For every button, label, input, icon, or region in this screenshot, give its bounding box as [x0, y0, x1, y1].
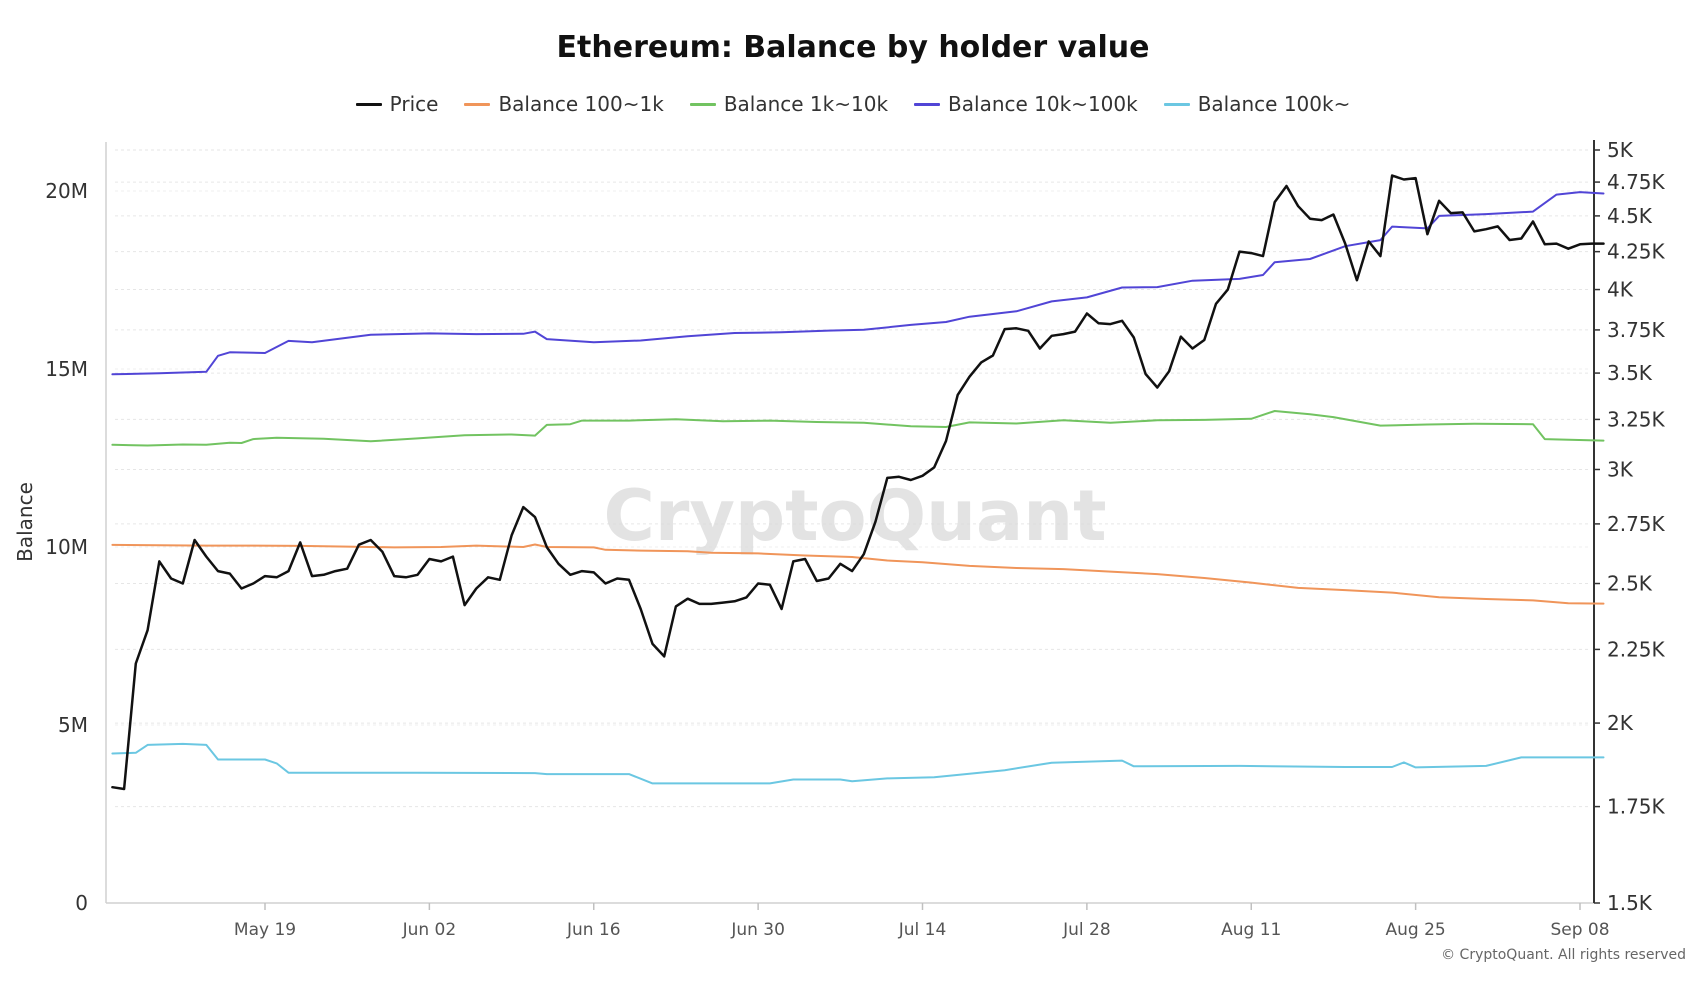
legend-item-balance-100-1k[interactable]: Balance 100~1k: [464, 92, 664, 116]
y-left-tick-label: 0: [75, 891, 88, 915]
legend-item-price[interactable]: Price: [355, 92, 439, 116]
y-left-tick-label: 10M: [45, 535, 88, 559]
y-right-tick-label: 3K: [1607, 457, 1634, 481]
y-right-tick-label: 4.5K: [1607, 204, 1653, 228]
legend-swatch: [464, 102, 491, 106]
watermark: CryptoQuant: [603, 475, 1106, 557]
copyright-notice: © CryptoQuant. All rights reserved: [1441, 947, 1686, 963]
y-left-tick-label: 5M: [58, 713, 88, 737]
x-tick-label: Jun 02: [402, 920, 457, 940]
legend-label: Balance 100~1k: [498, 92, 664, 116]
y-left-tick-label: 20M: [45, 179, 88, 203]
legend-swatch: [1163, 102, 1190, 106]
legend-label: Balance 10k~100k: [948, 92, 1138, 116]
y-right-tick-label: 2.25K: [1607, 637, 1666, 661]
y-axis-label: Balance: [13, 482, 37, 562]
y-right-tick-label: 1.75K: [1607, 795, 1666, 819]
x-tick-label: Aug 25: [1386, 920, 1446, 940]
y-right-tick-label: 2.75K: [1607, 512, 1666, 536]
y-right-tick-label: 4.75K: [1607, 170, 1666, 194]
legend-swatch: [355, 102, 382, 106]
y-right-tick-label: 4K: [1607, 278, 1634, 302]
x-tick-label: May 19: [234, 920, 296, 940]
y-left-tick-label: 15M: [45, 357, 88, 381]
series-line-balance-10k-100k: [111, 191, 1605, 376]
y-right-tick-label: 1.5K: [1607, 891, 1653, 915]
legend-swatch: [914, 102, 941, 106]
y-right-tick-label: 2.5K: [1607, 572, 1653, 596]
axis-layer: 0 5M 10M 15M 20M 1.5K 1.75K 2K 2.25K 2.5K 2.75K 3K 3…: [13, 138, 1666, 940]
legend-item-balance-10k-100k[interactable]: Balance 10k~100k: [914, 92, 1138, 116]
series-line-balance-100k: [111, 742, 1605, 785]
x-tick-label: Aug 11: [1221, 920, 1281, 940]
x-tick-label: Jun 16: [566, 920, 621, 940]
series-line-balance-1k-10k: [111, 410, 1605, 447]
chart-title: Ethereum: Balance by holder value: [556, 30, 1150, 65]
legend-label: Price: [389, 92, 439, 116]
legend-label: Balance 1k~10k: [723, 92, 889, 116]
legend-item-balance-1k-10k[interactable]: Balance 1k~10k: [689, 92, 889, 116]
y-right-tick-label: 3.75K: [1607, 318, 1666, 342]
y-right-tick-label: 3.5K: [1607, 361, 1653, 385]
y-right-tick-label: 3.25K: [1607, 407, 1666, 431]
chart-legend: Price Balance 100~1k Balance 1k~10k Balance…: [0, 92, 1706, 116]
x-tick-label: Jul 14: [898, 920, 947, 940]
legend-swatch: [689, 102, 716, 106]
legend-item-balance-100k[interactable]: Balance 100k~: [1163, 92, 1351, 116]
series-line-balance-100-1k: [111, 543, 1605, 605]
series-line-price: [111, 174, 1605, 791]
legend-label: Balance 100k~: [1197, 92, 1351, 116]
y-right-tick-label: 5K: [1607, 138, 1634, 162]
x-tick-label: Sep 08: [1550, 920, 1609, 940]
x-tick-label: Jul 28: [1062, 920, 1111, 940]
series-layer: [111, 174, 1605, 791]
y-right-tick-label: 2K: [1607, 711, 1634, 735]
y-right-tick-label: 4.25K: [1607, 240, 1666, 264]
x-tick-label: Jun 30: [730, 920, 785, 940]
